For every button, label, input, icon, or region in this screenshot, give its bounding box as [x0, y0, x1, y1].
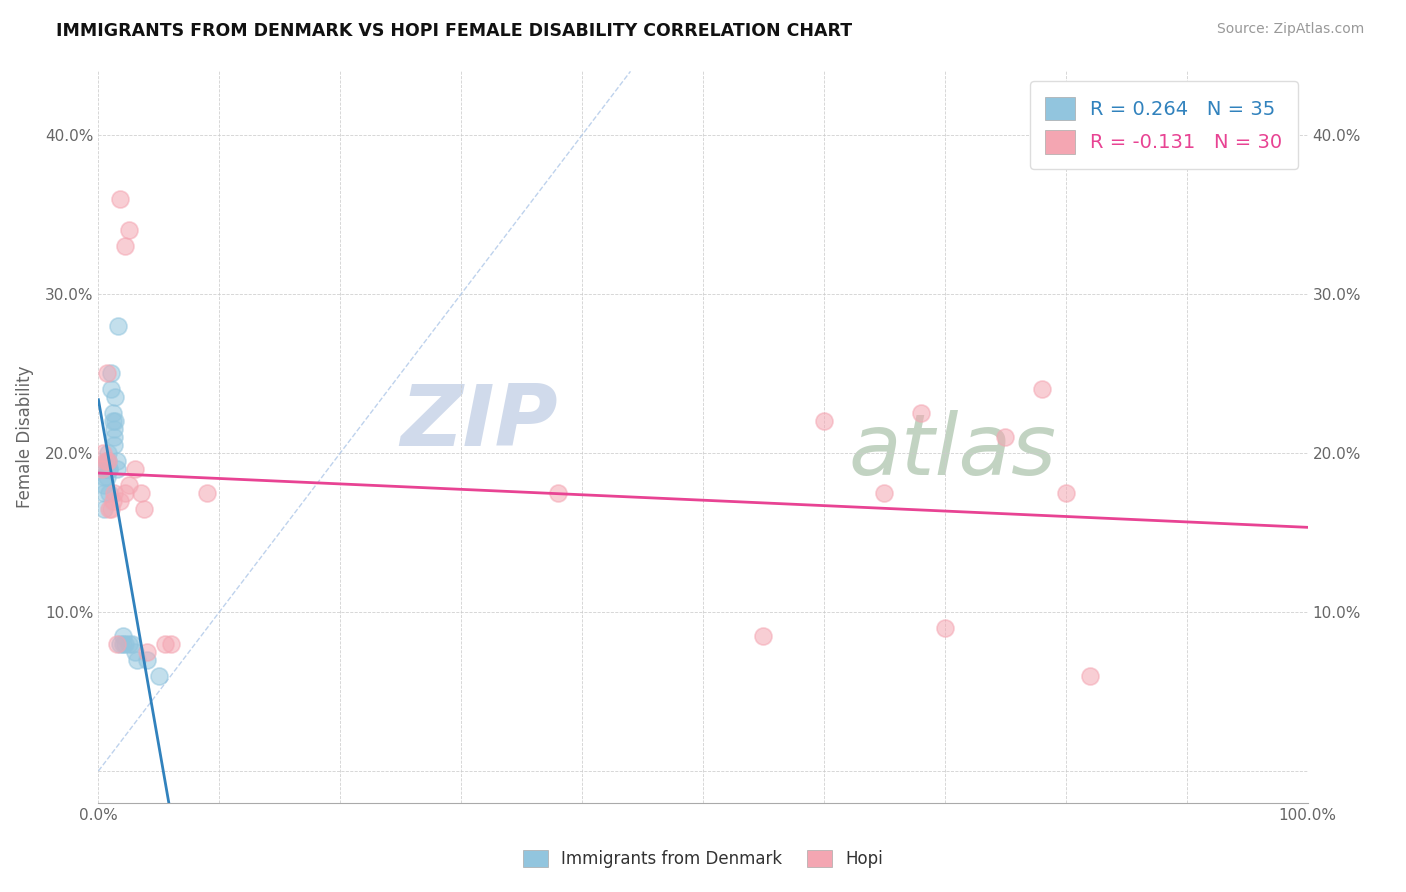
Point: [103, 438, 125, 452]
Point: [111, 629, 134, 643]
Point: [103, 422, 125, 436]
Legend: R = 0.264   N = 35, R = -0.131   N = 30: R = 0.264 N = 35, R = -0.131 N = 30: [1031, 81, 1298, 169]
Point: [103, 430, 125, 444]
Point: [97, 446, 120, 460]
Point: [101, 406, 124, 420]
Point: [124, 462, 146, 476]
Point: [104, 390, 127, 404]
Point: [96, 454, 118, 468]
Point: [98, 462, 121, 476]
Point: [547, 485, 569, 500]
Point: [96, 470, 118, 484]
Point: [108, 192, 131, 206]
Point: [129, 485, 152, 500]
Point: [93, 462, 115, 476]
Point: [124, 645, 146, 659]
Point: [1054, 485, 1077, 500]
Point: [101, 414, 124, 428]
Point: [104, 414, 127, 428]
Point: [153, 637, 176, 651]
Point: [96, 462, 118, 476]
Point: [134, 501, 156, 516]
Point: [93, 470, 115, 484]
Text: IMMIGRANTS FROM DENMARK VS HOPI FEMALE DISABILITY CORRELATION CHART: IMMIGRANTS FROM DENMARK VS HOPI FEMALE D…: [56, 22, 852, 40]
Point: [195, 485, 218, 500]
Point: [98, 501, 121, 516]
Point: [1031, 383, 1053, 397]
Point: [752, 629, 775, 643]
Point: [108, 493, 131, 508]
Y-axis label: Female Disability: Female Disability: [15, 366, 34, 508]
Point: [127, 653, 149, 667]
Point: [107, 318, 129, 333]
Point: [103, 485, 125, 500]
Point: [94, 454, 117, 468]
Point: [160, 637, 183, 651]
Point: [101, 493, 124, 508]
Point: [105, 454, 128, 468]
Point: [97, 454, 120, 468]
Point: [93, 485, 115, 500]
Text: Source: ZipAtlas.com: Source: ZipAtlas.com: [1216, 22, 1364, 37]
Point: [105, 637, 128, 651]
Point: [873, 485, 896, 500]
Point: [91, 462, 114, 476]
Point: [135, 653, 157, 667]
Point: [91, 446, 114, 460]
Point: [100, 383, 122, 397]
Point: [96, 367, 118, 381]
Point: [97, 454, 120, 468]
Point: [114, 637, 136, 651]
Point: [934, 621, 956, 635]
Text: ZIP: ZIP: [401, 381, 558, 464]
Point: [135, 645, 157, 659]
Point: [93, 477, 115, 491]
Point: [98, 462, 121, 476]
Legend: Immigrants from Denmark, Hopi: Immigrants from Denmark, Hopi: [516, 843, 890, 875]
Point: [910, 406, 932, 420]
Text: atlas: atlas: [848, 410, 1056, 493]
Point: [111, 637, 134, 651]
Point: [100, 501, 122, 516]
Point: [114, 485, 136, 500]
Point: [93, 501, 115, 516]
Point: [813, 414, 835, 428]
Point: [118, 637, 141, 651]
Point: [114, 239, 136, 253]
Point: [108, 637, 131, 651]
Point: [121, 637, 143, 651]
Point: [118, 477, 141, 491]
Point: [118, 223, 141, 237]
Point: [100, 367, 122, 381]
Point: [105, 462, 128, 476]
Point: [148, 668, 170, 682]
Point: [98, 485, 121, 500]
Point: [1078, 668, 1101, 682]
Point: [994, 430, 1017, 444]
